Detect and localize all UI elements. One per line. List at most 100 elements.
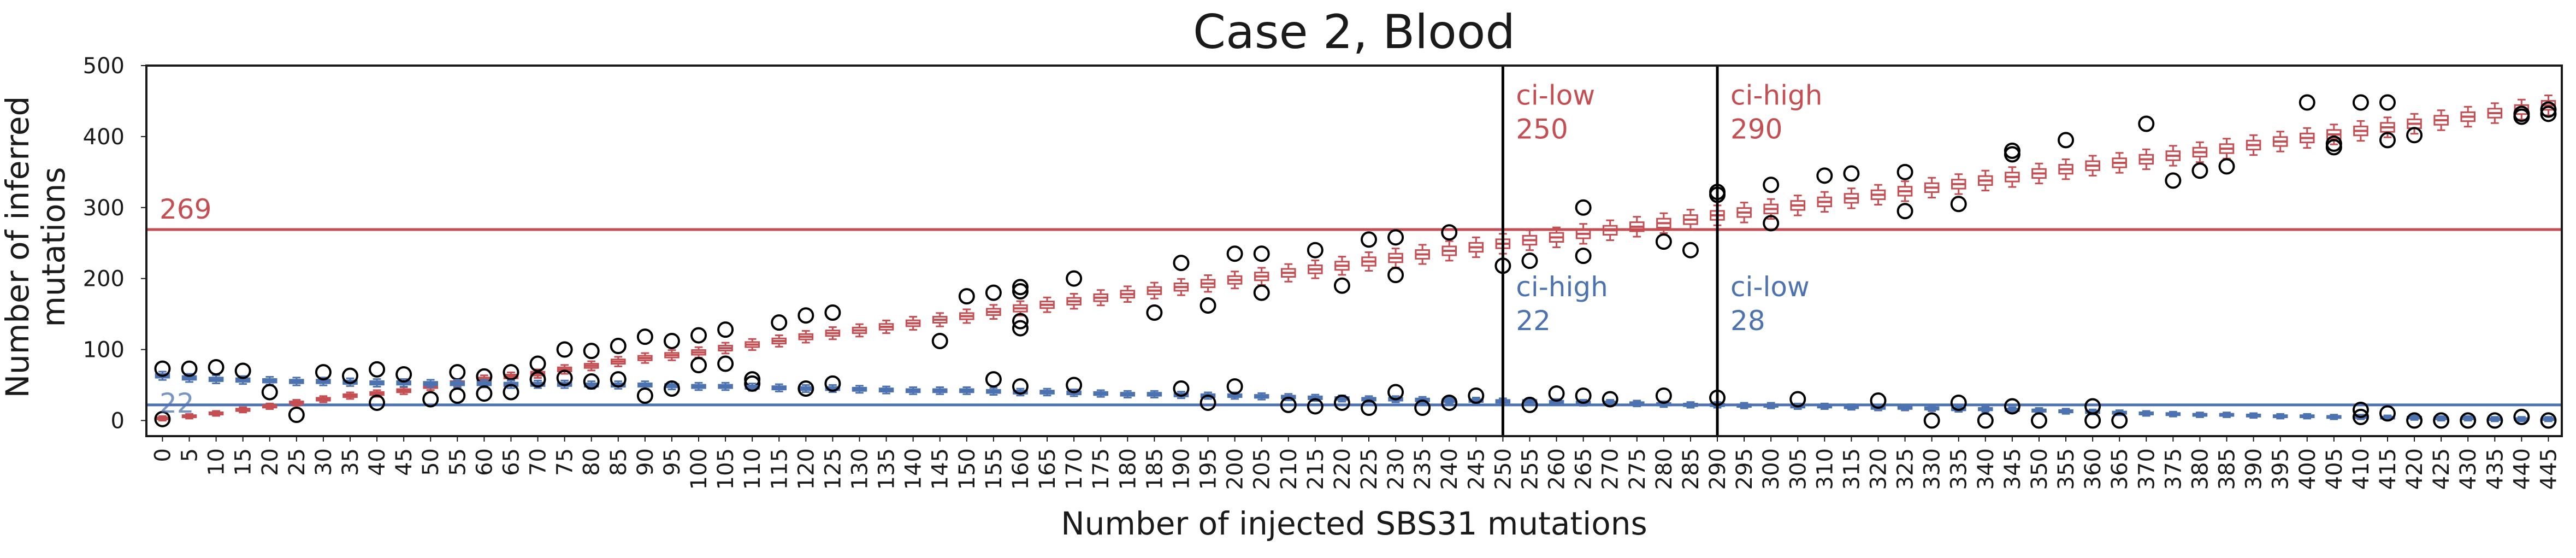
box — [1844, 403, 1859, 411]
box — [1817, 191, 1833, 213]
x-tick-label: 350 — [2027, 448, 2052, 490]
box — [852, 323, 867, 338]
outlier-point — [503, 364, 519, 381]
x-tick-label: 410 — [2349, 448, 2374, 490]
box — [986, 304, 1001, 320]
y-axis-title-line-2: mutations — [35, 167, 72, 327]
box — [2433, 109, 2449, 131]
outlier-point — [690, 327, 707, 344]
outlier-point — [1387, 229, 1404, 246]
box — [450, 379, 465, 389]
x-tick-label: 125 — [820, 448, 846, 490]
x-tick-label: 380 — [2188, 448, 2213, 490]
x-tick-label: 355 — [2054, 448, 2079, 490]
x-tick-label: 205 — [1250, 448, 1275, 490]
box — [1817, 402, 1833, 410]
box — [1254, 392, 1269, 401]
outlier-point — [1360, 400, 1377, 416]
outlier-point — [503, 384, 519, 401]
outlier-point — [2004, 146, 2020, 163]
outlier-point — [341, 367, 358, 384]
outlier-point — [1977, 412, 1994, 429]
outlier-point — [369, 394, 386, 411]
ci-annotation-line: ci-low — [1516, 79, 1595, 111]
box — [1683, 401, 1698, 409]
box — [342, 391, 358, 400]
box — [1897, 404, 1913, 412]
box — [718, 342, 733, 355]
box — [2219, 412, 2235, 418]
outlier-point — [2030, 412, 2047, 429]
outlier-point — [717, 355, 734, 372]
box — [289, 399, 304, 407]
box — [611, 356, 626, 367]
hline-label: 22 — [159, 387, 194, 419]
x-tick-label: 345 — [2000, 448, 2025, 490]
box — [2058, 158, 2073, 180]
x-tick-label: 170 — [1062, 448, 1087, 490]
outlier-point — [1843, 165, 1860, 182]
box — [369, 378, 385, 388]
x-tick-label: 235 — [1410, 448, 1435, 490]
x-tick-label: 360 — [2081, 448, 2106, 490]
x-tick-label: 265 — [1571, 448, 1597, 490]
box — [637, 380, 653, 390]
hline-label: 269 — [159, 193, 211, 225]
x-tick-label: 240 — [1437, 448, 1462, 490]
x-tick-label: 100 — [687, 448, 712, 490]
box — [1120, 390, 1136, 398]
box — [2112, 152, 2127, 174]
outlier-point — [1012, 279, 1029, 296]
outlier-point — [1655, 233, 1672, 250]
x-tick-label: 340 — [1974, 448, 1999, 490]
x-tick-label: 150 — [955, 448, 980, 490]
outlier-point — [1468, 387, 1485, 404]
x-tick-label: 280 — [1652, 448, 1677, 490]
x-tick-label: 210 — [1277, 448, 1302, 490]
x-tick-label: 310 — [1812, 448, 1838, 490]
outlier-point — [1253, 245, 1270, 262]
x-tick-label: 440 — [2509, 448, 2534, 490]
outlier-point — [2352, 94, 2369, 111]
box — [2138, 148, 2154, 171]
outlier-point — [1789, 391, 1806, 408]
outlier-point — [1012, 320, 1029, 337]
outlier-point — [1763, 215, 1780, 232]
x-tick-label: 0 — [150, 448, 175, 462]
box — [1361, 251, 1376, 272]
x-tick-label: 375 — [2161, 448, 2186, 490]
box — [664, 349, 680, 361]
box — [1978, 169, 1993, 192]
box — [2487, 102, 2503, 124]
x-tick-label: 20 — [258, 448, 283, 476]
x-tick-label: 385 — [2215, 448, 2240, 490]
outlier-point — [985, 284, 1002, 301]
outlier-point — [2540, 105, 2557, 122]
y-tick-label: 300 — [83, 196, 125, 221]
x-tick-label: 370 — [2134, 448, 2159, 490]
box — [718, 381, 733, 391]
box — [181, 373, 197, 383]
box — [2138, 410, 2154, 417]
outlier-point — [1173, 255, 1190, 272]
box — [2005, 166, 2020, 188]
box — [1147, 281, 1162, 299]
box — [1066, 293, 1082, 310]
ci-annotation: ci-high 290 — [1730, 79, 1822, 145]
outlier-point — [610, 338, 627, 355]
box — [745, 338, 760, 351]
outlier-point — [2406, 127, 2423, 144]
box — [825, 326, 841, 340]
x-tick-label: 250 — [1491, 448, 1516, 490]
outlier-point — [1012, 378, 1029, 395]
box — [932, 312, 948, 327]
box — [852, 385, 867, 394]
box — [2299, 413, 2315, 420]
outlier-point — [797, 380, 814, 397]
outlier-point — [1414, 400, 1431, 416]
outlier-point — [1066, 270, 1083, 287]
x-tick-label: 245 — [1464, 448, 1489, 490]
box — [423, 379, 439, 389]
x-tick-label: 155 — [982, 448, 1007, 490]
